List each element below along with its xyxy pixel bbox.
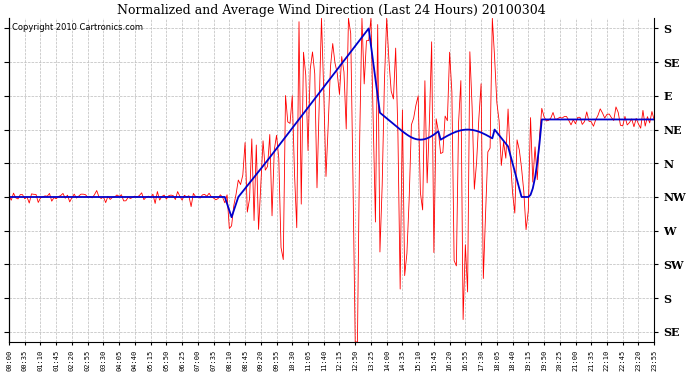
Text: Copyright 2010 Cartronics.com: Copyright 2010 Cartronics.com — [12, 23, 144, 32]
Title: Normalized and Average Wind Direction (Last 24 Hours) 20100304: Normalized and Average Wind Direction (L… — [117, 4, 546, 17]
